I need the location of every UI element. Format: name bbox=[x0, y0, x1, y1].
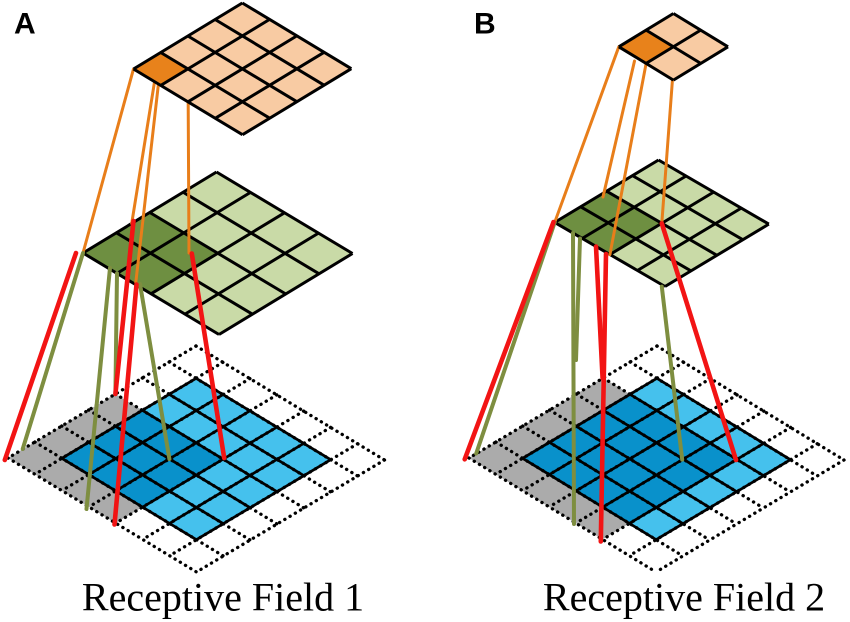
svg-text:B: B bbox=[474, 8, 496, 41]
svg-text:A: A bbox=[14, 8, 36, 41]
svg-text:Receptive Field 1: Receptive Field 1 bbox=[82, 575, 364, 620]
svg-text:Receptive Field 2: Receptive Field 2 bbox=[543, 575, 825, 620]
